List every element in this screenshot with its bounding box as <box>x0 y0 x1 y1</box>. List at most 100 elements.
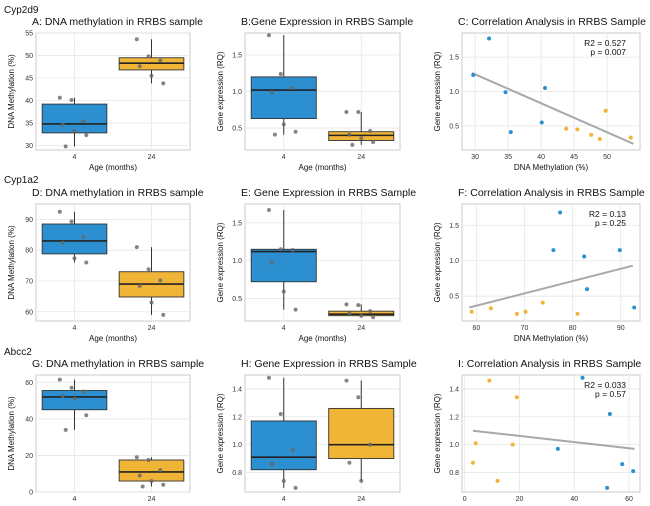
data-point <box>278 412 283 416</box>
x-axis-label: DNA Methylation (%) <box>514 334 589 343</box>
series-blue <box>555 375 636 490</box>
data-point <box>293 307 298 312</box>
data-point <box>344 109 349 114</box>
plot-area <box>35 203 191 322</box>
y-axis-label: Gene expression (RQ) <box>216 51 225 131</box>
data-point <box>628 135 633 140</box>
y-axis-label: Gene expression (RQ) <box>433 222 442 302</box>
data-point <box>290 85 295 90</box>
data-point <box>495 478 500 483</box>
data-point <box>471 72 476 77</box>
box-4 <box>250 375 317 490</box>
data-point <box>356 109 361 114</box>
x-tick-label: 24 <box>148 154 156 161</box>
panel-title: H: Gene Expression in RRBS Sample <box>241 358 417 370</box>
data-point <box>510 442 515 447</box>
data-point <box>149 73 154 78</box>
data-point <box>158 58 163 63</box>
data-point <box>57 209 62 214</box>
data-point <box>620 462 625 467</box>
box-4 <box>250 33 317 137</box>
data-point <box>487 36 492 41</box>
data-point <box>473 441 478 446</box>
y-tick-label: 50 <box>25 53 33 60</box>
x-tick-label: 80 <box>569 325 577 332</box>
data-point <box>149 479 154 484</box>
data-point <box>137 473 142 478</box>
data-point <box>60 122 65 127</box>
data-point <box>632 305 637 310</box>
panel-title: A: DNA methylation in RRBS sample <box>32 16 203 28</box>
y-tick-label: 20 <box>25 453 33 460</box>
data-point <box>63 144 68 149</box>
data-point <box>63 427 68 432</box>
data-point <box>134 37 139 42</box>
data-point <box>293 485 298 490</box>
data-point <box>580 375 585 380</box>
data-point <box>540 300 545 305</box>
p-value-annotation: p = 0.007 <box>590 47 626 57</box>
y-tick-label: 1.4 <box>232 386 242 393</box>
data-point <box>487 378 492 383</box>
data-point <box>278 247 283 252</box>
y-tick-label: 40 <box>25 98 33 105</box>
data-point <box>158 278 163 283</box>
data-point <box>359 136 364 141</box>
data-point <box>344 378 349 383</box>
data-point <box>344 302 349 307</box>
box-4 <box>41 377 108 432</box>
panel-c: C: Correlation Analysis in RRBS Sample 0.… <box>433 16 646 172</box>
data-point <box>84 413 89 418</box>
r2-annotation: R2 = 0.527 <box>584 38 626 48</box>
data-point <box>140 484 145 489</box>
y-tick-label: 1.0 <box>449 442 459 449</box>
panel-d: D: DNA methylation in RRBS sample 60 70 80 9… <box>7 187 204 343</box>
x-tick-label: 45 <box>570 154 578 161</box>
box-body <box>328 407 395 460</box>
data-point <box>469 309 474 314</box>
panel-i: I: Correlation Analysis in RRBS Sample 0.… <box>433 358 641 506</box>
data-point <box>359 313 364 318</box>
y-tick-label: 0.5 <box>449 123 459 130</box>
x-tick-label: 35 <box>504 154 512 161</box>
panels-layer: A: DNA methylation in RRBS sample3035404… <box>7 16 646 506</box>
x-tick-label: 4 <box>282 325 286 332</box>
box-body <box>41 223 108 255</box>
data-point <box>555 446 560 451</box>
box-4 <box>41 95 108 149</box>
y-axis-label: DNA Methylation (%) <box>7 396 16 471</box>
box-body <box>250 420 317 471</box>
data-point <box>597 136 602 141</box>
data-point <box>359 478 364 483</box>
x-axis-label: DNA Methylation (%) <box>514 163 589 172</box>
x-tick-label: 24 <box>148 325 156 332</box>
box-24 <box>328 109 395 147</box>
box-24 <box>328 378 395 483</box>
y-tick-label: 30 <box>25 143 33 150</box>
data-point <box>293 129 298 134</box>
x-tick-label: 90 <box>617 325 625 332</box>
y-tick-label: 90 <box>25 217 33 224</box>
y-tick-label: 0.5 <box>232 296 242 303</box>
x-axis-label: Age (months) <box>89 163 137 172</box>
panel-title: B:Gene Expression in RRBS Sample <box>241 16 413 28</box>
data-point <box>269 462 274 467</box>
panel-title: E: Gene Expression in RRBS Sample <box>241 187 416 199</box>
panel-e: E: Gene Expression in RRBS Sample 0.5 1.0 1… <box>216 187 416 343</box>
box-body <box>118 459 185 482</box>
x-tick-label: 40 <box>570 496 578 503</box>
y-tick-label: 40 <box>25 416 33 423</box>
p-value-annotation: p = 0.25 <box>595 218 626 228</box>
y-tick-label: 1.5 <box>232 52 242 59</box>
data-point <box>137 64 142 69</box>
y-tick-label: 45 <box>25 76 33 83</box>
x-axis-label: Age (months) <box>89 334 137 343</box>
data-point <box>290 248 295 253</box>
data-point <box>371 139 376 144</box>
y-tick-label: 1.0 <box>449 89 459 96</box>
y-axis-label: Gene expression (RQ) <box>433 393 442 473</box>
y-tick-label: 0 <box>29 490 33 497</box>
box-24 <box>118 245 185 317</box>
data-point <box>582 254 587 259</box>
x-tick-label: 60 <box>473 325 481 332</box>
